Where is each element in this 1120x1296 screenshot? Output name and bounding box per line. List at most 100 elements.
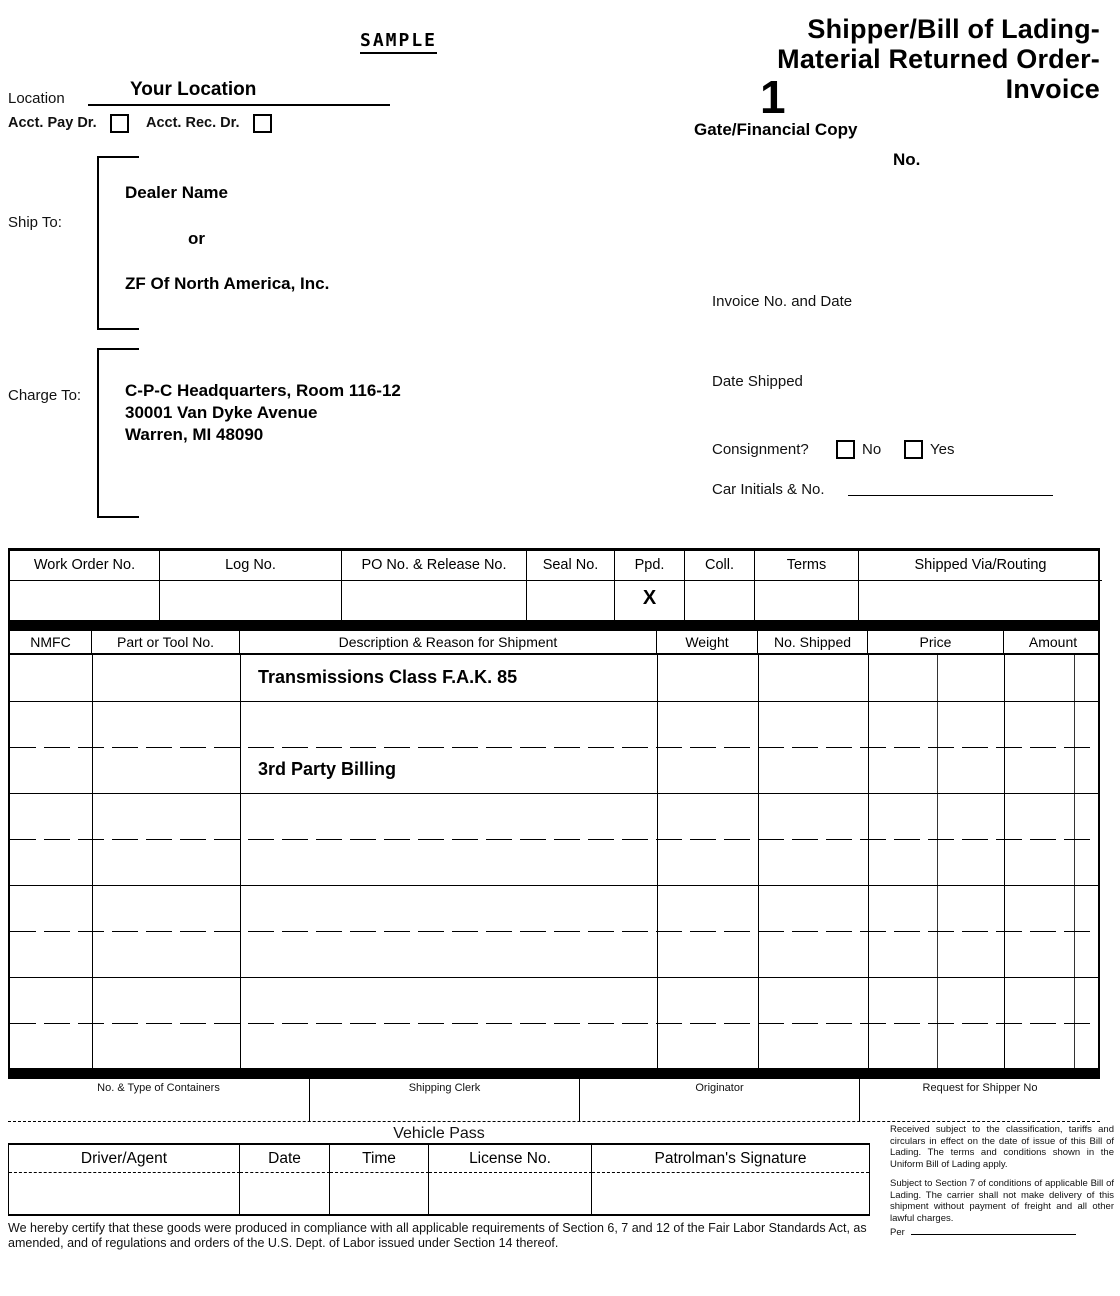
row-line (10, 885, 1098, 886)
date-value (240, 1173, 330, 1214)
ship-to-bracket-top (97, 156, 139, 158)
ship-to-line2: or (188, 229, 205, 248)
ship-to-label: Ship To: (8, 214, 62, 231)
grid-line (758, 655, 759, 1068)
col-work-order-no: Work Order No. (10, 551, 160, 581)
form-title-line1: Shipper/Bill of Lading- (807, 14, 1100, 44)
col-weight: Weight (657, 631, 758, 653)
ppd-value: X (615, 581, 685, 622)
location-label: Location (8, 90, 65, 107)
col-driver-agent: Driver/Agent (9, 1145, 240, 1173)
col-time: Time (330, 1145, 429, 1173)
vehicle-pass-table: Driver/Agent Date Time License No. Patro… (8, 1143, 870, 1216)
coll-value (685, 581, 755, 622)
car-initials-label: Car Initials & No. (712, 481, 825, 498)
charge-to-bracket-top (97, 348, 139, 350)
item-description-3: 3rd Party Billing (258, 759, 397, 779)
col-part-tool-no: Part or Tool No. (92, 631, 240, 653)
terms-value (755, 581, 859, 622)
car-initials-field-line (848, 495, 1053, 496)
ship-to-bracket (97, 156, 99, 330)
time-value (330, 1173, 429, 1214)
price-cents-line (937, 655, 938, 1068)
acct-rec-label: Acct. Rec. Dr. (146, 115, 240, 131)
vehicle-pass-title: Vehicle Pass (393, 1125, 485, 1142)
patrolman-signature-value (592, 1173, 869, 1214)
location-value: Your Location (130, 79, 257, 100)
footer-band: No. & Type of Containers Shipping Clerk … (8, 1079, 1100, 1122)
consignment-no-checkbox (836, 440, 855, 459)
row-line (10, 931, 1098, 932)
originator-section: Originator (580, 1079, 860, 1121)
po-release-no-value (342, 581, 527, 622)
charge-to-label: Charge To: (8, 387, 82, 404)
col-ppd: Ppd. (615, 551, 685, 581)
divider-bar-bottom (8, 1068, 1100, 1079)
seal-no-value (527, 581, 615, 622)
form-title-line2: Material Returned Order- (777, 44, 1100, 74)
row-line (10, 701, 1098, 702)
charge-to-bracket (97, 348, 99, 518)
vehicle-pass-values (9, 1173, 869, 1214)
copy-number: 1 (760, 71, 786, 123)
col-description: Description & Reason for Shipment (240, 631, 657, 653)
consignment-yes-checkbox (904, 440, 923, 459)
fine-print-para2: Subject to Section 7 of conditions of ap… (890, 1178, 1114, 1224)
consignment-label: Consignment? (712, 441, 809, 458)
charge-to-line1: C-P-C Headquarters, Room 116-12 (125, 381, 401, 400)
col-terms: Terms (755, 551, 859, 581)
ship-to-line3: ZF Of North America, Inc. (125, 274, 330, 293)
acct-pay-label: Acct. Pay Dr. (8, 115, 97, 131)
work-order-no-value (10, 581, 160, 622)
amount-cents-line (1074, 655, 1075, 1068)
order-table-header: Work Order No. Log No. PO No. & Release … (10, 551, 1102, 581)
date-shipped-label: Date Shipped (712, 373, 803, 390)
license-no-value (429, 1173, 592, 1214)
copy-label: Gate/Financial Copy (694, 120, 858, 139)
shipped-via-value (859, 581, 1102, 622)
col-coll: Coll. (685, 551, 755, 581)
fair-labor-certification: We hereby certify that these goods were … (8, 1221, 867, 1250)
form-title-line3: Invoice (1005, 74, 1100, 104)
charge-to-line3: Warren, MI 48090 (125, 425, 264, 444)
grid-line (240, 655, 241, 1068)
item-table-header: NMFC Part or Tool No. Description & Reas… (10, 631, 1098, 655)
per-label: Per (890, 1227, 905, 1238)
item-table: NMFC Part or Tool No. Description & Reas… (8, 631, 1100, 1068)
containers-section: No. & Type of Containers (8, 1079, 310, 1121)
row-line (10, 1023, 1098, 1024)
order-table-values: X (10, 581, 1098, 622)
log-no-value (160, 581, 342, 622)
consignment-no-label: No (862, 441, 882, 458)
invoice-no-date-label: Invoice No. and Date (712, 293, 853, 310)
location-field-line (88, 104, 390, 106)
col-shipped-via: Shipped Via/Routing (859, 551, 1102, 581)
vehicle-pass-header: Driver/Agent Date Time License No. Patro… (9, 1145, 869, 1173)
divider-bar-top (8, 620, 1100, 631)
request-shipper-section: Request for Shipper No (922, 1082, 1038, 1094)
driver-agent-value (9, 1173, 240, 1214)
shipping-clerk-section: Shipping Clerk (310, 1079, 580, 1121)
item-table-body: Transmissions Class F.A.K. 85 3rd Party … (10, 655, 1098, 1068)
fine-print-para1: Received subject to the classification, … (890, 1124, 1114, 1170)
item-description-1: Transmissions Class F.A.K. 85 (258, 667, 518, 687)
row-line (10, 977, 1098, 978)
ship-to-bracket-bottom (97, 328, 139, 330)
charge-to-bracket-bottom (97, 516, 139, 518)
col-seal-no: Seal No. (527, 551, 615, 581)
invoice-number-label: No. (893, 150, 921, 169)
order-table: Work Order No. Log No. PO No. & Release … (8, 548, 1102, 622)
sample-stamp: SAMPLE (360, 30, 438, 54)
col-log-no: Log No. (160, 551, 342, 581)
conditions-fine-print: Received subject to the classification, … (890, 1124, 1114, 1239)
acct-pay-checkbox (110, 114, 129, 133)
col-license-no: License No. (429, 1145, 592, 1173)
col-nmfc: NMFC (10, 631, 92, 653)
col-patrolman-signature: Patrolman's Signature (592, 1145, 869, 1173)
row-line (10, 839, 1098, 840)
charge-to-line2: 30001 Van Dyke Avenue (125, 403, 318, 422)
grid-line (868, 655, 869, 1068)
row-line (10, 747, 1098, 748)
col-po-release-no: PO No. & Release No. (342, 551, 527, 581)
